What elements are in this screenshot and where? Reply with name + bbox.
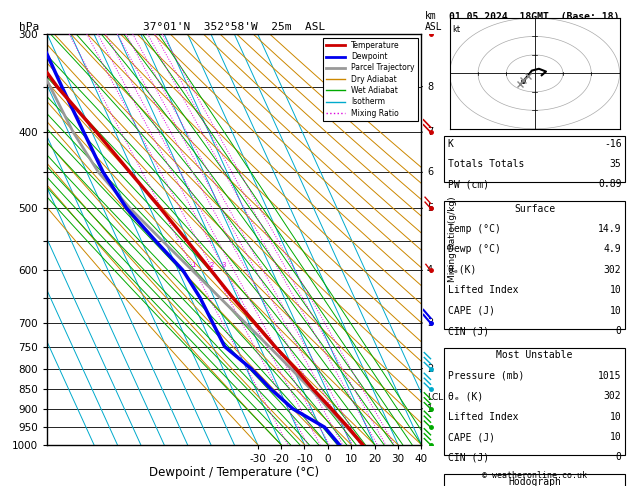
Text: 0: 0 bbox=[616, 326, 621, 336]
Text: Lifted Index: Lifted Index bbox=[448, 285, 518, 295]
Text: 10: 10 bbox=[610, 306, 621, 316]
Text: 01.05.2024  18GMT  (Base: 18): 01.05.2024 18GMT (Base: 18) bbox=[450, 12, 620, 22]
Text: Totals Totals: Totals Totals bbox=[448, 159, 524, 169]
Text: 5: 5 bbox=[427, 203, 433, 213]
Text: K: K bbox=[448, 139, 454, 149]
Text: LCL: LCL bbox=[427, 393, 443, 402]
Text: CAPE (J): CAPE (J) bbox=[448, 432, 495, 442]
Text: Temp (°C): Temp (°C) bbox=[448, 224, 501, 234]
Text: 1: 1 bbox=[427, 404, 433, 414]
Text: Most Unstable: Most Unstable bbox=[496, 350, 573, 361]
Text: 8: 8 bbox=[427, 82, 433, 91]
Text: -16: -16 bbox=[604, 139, 621, 149]
Text: 14.9: 14.9 bbox=[598, 224, 621, 234]
Text: © weatheronline.co.uk: © weatheronline.co.uk bbox=[482, 471, 587, 480]
Text: 0.89: 0.89 bbox=[598, 179, 621, 190]
Legend: Temperature, Dewpoint, Parcel Trajectory, Dry Adiabat, Wet Adiabat, Isotherm, Mi: Temperature, Dewpoint, Parcel Trajectory… bbox=[323, 38, 418, 121]
Text: 37°01'N  352°58'W  25m  ASL: 37°01'N 352°58'W 25m ASL bbox=[143, 22, 325, 32]
Text: 10: 10 bbox=[610, 432, 621, 442]
Text: CIN (J): CIN (J) bbox=[448, 452, 489, 463]
Text: PW (cm): PW (cm) bbox=[448, 179, 489, 190]
Text: 10: 10 bbox=[610, 285, 621, 295]
Text: kt: kt bbox=[453, 25, 460, 35]
Text: Surface: Surface bbox=[514, 204, 555, 214]
Text: CAPE (J): CAPE (J) bbox=[448, 306, 495, 316]
Text: 2: 2 bbox=[209, 261, 214, 268]
Text: 1: 1 bbox=[191, 261, 195, 268]
Text: hPa: hPa bbox=[19, 22, 40, 32]
Text: 10: 10 bbox=[610, 412, 621, 422]
Text: 7: 7 bbox=[427, 127, 433, 137]
Text: 3: 3 bbox=[221, 261, 226, 268]
Text: Dewp (°C): Dewp (°C) bbox=[448, 244, 501, 255]
Text: Hodograph: Hodograph bbox=[508, 477, 561, 486]
Text: 4.9: 4.9 bbox=[604, 244, 621, 255]
Text: 2: 2 bbox=[427, 364, 433, 374]
Text: CIN (J): CIN (J) bbox=[448, 326, 489, 336]
Text: km
ASL: km ASL bbox=[425, 11, 443, 32]
Text: 302: 302 bbox=[604, 391, 621, 401]
Text: θₑ(K): θₑ(K) bbox=[448, 265, 477, 275]
Text: 3: 3 bbox=[427, 318, 433, 328]
Text: 0: 0 bbox=[616, 452, 621, 463]
Text: Lifted Index: Lifted Index bbox=[448, 412, 518, 422]
Text: Mixing Ratio (g/kg): Mixing Ratio (g/kg) bbox=[448, 196, 457, 282]
Text: 35: 35 bbox=[610, 159, 621, 169]
Text: 6: 6 bbox=[427, 167, 433, 177]
Text: 4: 4 bbox=[427, 265, 433, 276]
Text: 302: 302 bbox=[604, 265, 621, 275]
X-axis label: Dewpoint / Temperature (°C): Dewpoint / Temperature (°C) bbox=[149, 467, 320, 480]
Text: 1015: 1015 bbox=[598, 371, 621, 381]
Text: Pressure (mb): Pressure (mb) bbox=[448, 371, 524, 381]
Text: θₑ (K): θₑ (K) bbox=[448, 391, 483, 401]
